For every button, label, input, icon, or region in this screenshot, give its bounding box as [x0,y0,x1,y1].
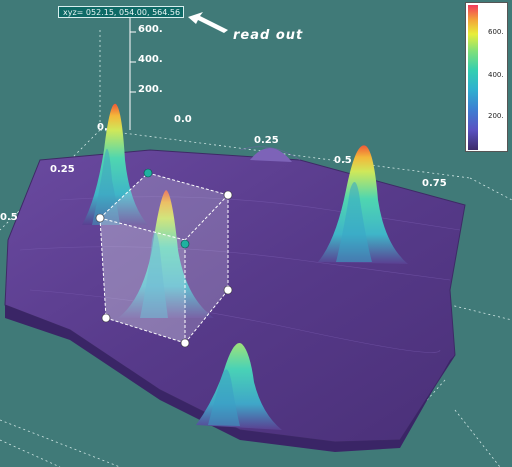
x-tick-05: 0.5 [334,155,352,166]
z-tick-200: 200. [138,84,163,95]
z-axis [129,16,136,130]
legend-color-bar [468,5,478,150]
selection-handle-icon [95,213,105,223]
legend-label-400: 400. [488,71,504,79]
selection-handles[interactable] [95,190,233,348]
peak-bottom [196,343,282,430]
peak-right [318,145,408,264]
x-tick-0: 0.0 [174,114,192,125]
z-tick-400: 400. [138,54,163,65]
legend-label-200: 200. [488,112,504,120]
selection-handle-icon [180,239,190,249]
selection-handle-icon [223,190,233,200]
peak-center [118,190,214,318]
readout-box: xyz= 052.15, 054.00, 564.56 [58,6,184,18]
selection-box[interactable] [99,172,229,344]
selection-handles-teal[interactable] [143,168,190,249]
small-bump [250,147,292,162]
z-tick-600: 600. [138,24,163,35]
legend-label-600: 600. [488,28,504,36]
z-tick-0: 0. [97,122,108,133]
x-tick-025: 0.25 [254,135,279,146]
selection-handle-icon [180,338,190,348]
readout-annotation: read out [233,28,304,43]
color-legend: 600. 400. 200. [465,2,508,152]
selection-handle-icon [101,313,111,323]
surface-ridges [19,146,461,353]
y-tick-05: 0.5 [0,212,18,223]
selection-handle-icon [143,168,153,178]
x-tick-075: 0.75 [422,178,447,189]
arrow-left-icon [188,12,228,33]
selection-handle-icon [223,285,233,295]
y-tick-025: 0.25 [50,164,75,175]
